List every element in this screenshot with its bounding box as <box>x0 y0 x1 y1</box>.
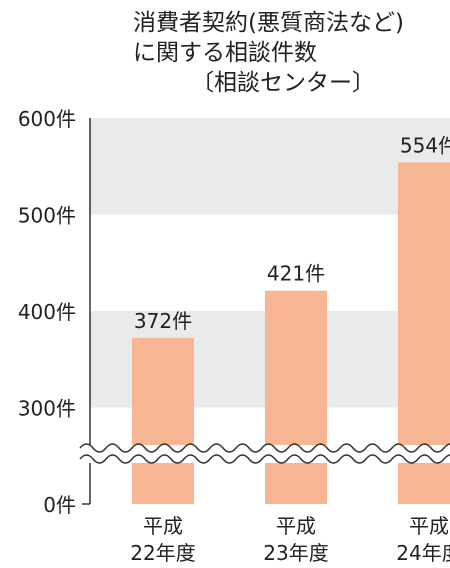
bar-1 <box>265 290 327 504</box>
x-tick-label-2-line-2: 24年度 <box>396 541 450 565</box>
y-tick-label-3: 500件 <box>18 204 76 228</box>
data-label-1: 421件 <box>267 262 325 286</box>
axis-break-wave-upper <box>79 443 450 453</box>
grid-band-500-600 <box>90 118 450 215</box>
y-tick-label-0: 0件 <box>43 493 76 517</box>
x-tick-label-2-line-1: 平成 <box>409 514 449 538</box>
chart-title-line-2: に関する相談件数 <box>133 40 317 66</box>
x-tick-label-1-line-1: 平成 <box>276 514 316 538</box>
data-label-0: 372件 <box>134 309 192 333</box>
axis-break-wave-lower <box>79 454 450 464</box>
x-tick-label-1-line-2: 23年度 <box>263 541 328 565</box>
y-tick-label-1: 300件 <box>18 397 76 421</box>
axis-break-gap <box>80 445 450 463</box>
x-tick-label-0-line-2: 22年度 <box>130 541 195 565</box>
chart-title: 消費者契約(悪質商法など) に関する相談件数 〔相談センター〕 <box>133 8 450 98</box>
y-tick-label-2: 400件 <box>18 300 76 324</box>
chart-title-line-3: 〔相談センター〕 <box>191 70 375 96</box>
x-tick-label-0-line-1: 平成 <box>143 514 183 538</box>
data-label-2: 554件 <box>400 133 450 157</box>
chart-title-line-1: 消費者契約(悪質商法など) <box>133 10 404 36</box>
bar-0 <box>132 338 194 504</box>
y-tick-label-4: 600件 <box>18 107 76 131</box>
